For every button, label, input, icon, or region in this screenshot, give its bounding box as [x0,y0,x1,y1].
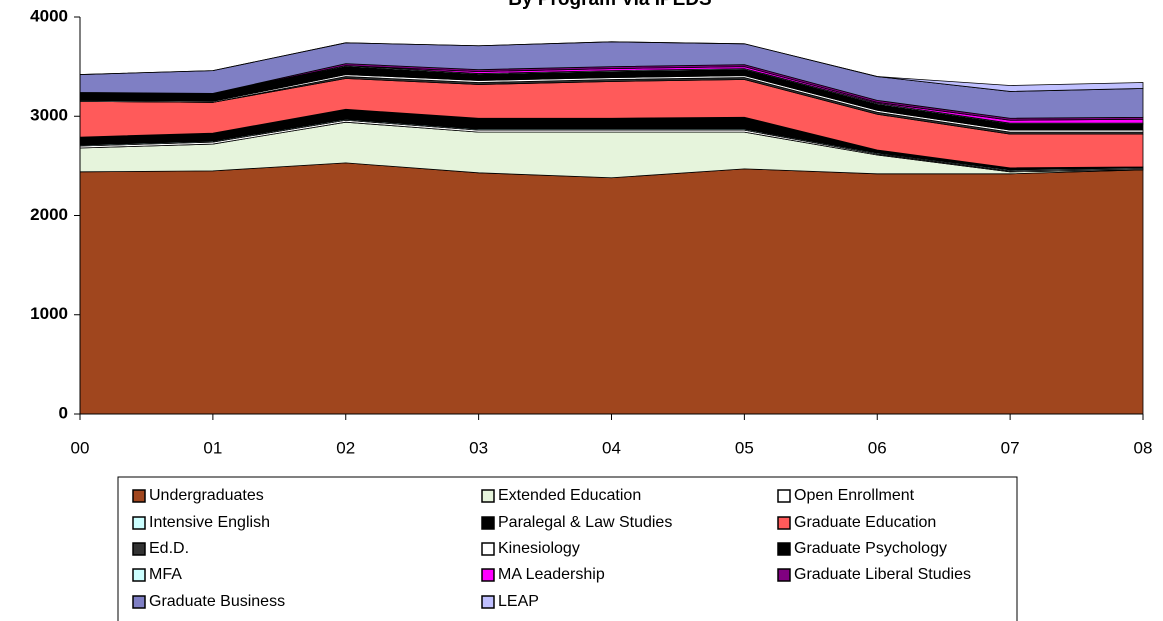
chart-title: By Program Via IPEDS [508,0,711,10]
legend-swatch [481,542,495,556]
area [79,162,1144,415]
legend-swatch [777,542,791,556]
area [79,41,1144,92]
x-tick-label: 00 [71,438,90,457]
legend-label: Undergraduates [149,487,264,504]
legend-swatch [777,489,791,503]
legend-swatch [481,568,495,582]
x-tick-label: 06 [868,438,887,457]
legend-label: Intensive English [149,514,270,531]
y-tick-label: 2000 [30,205,68,224]
legend-swatch [481,489,495,503]
y-tick-label: 1000 [30,304,68,323]
legend-label: Extended Education [498,487,641,504]
legend-label: Graduate Business [149,593,285,610]
legend-swatch [777,568,791,582]
legend-swatch [481,516,495,530]
legend-label: LEAP [498,593,539,610]
y-tick-label: 4000 [30,6,68,25]
legend-label: Paralegal & Law Studies [498,514,672,531]
y-tick-label: 0 [59,403,68,422]
x-tick-label: 05 [735,438,754,457]
legend-swatch [132,489,146,503]
legend-label: MFA [149,566,182,583]
legend-swatch [132,595,146,609]
legend-swatch [132,568,146,582]
legend-label: Graduate Liberal Studies [794,566,971,583]
legend-box [117,476,1018,621]
x-tick-label: 02 [336,438,355,457]
legend-swatch [132,516,146,530]
legend-swatch [777,516,791,530]
legend-swatch [132,542,146,556]
legend-label: Kinesiology [498,540,580,557]
x-tick-label: 07 [1001,438,1020,457]
legend-label: Graduate Education [794,514,936,531]
x-tick-label: 04 [602,438,621,457]
legend-label: Graduate Psychology [794,540,947,557]
x-tick-label: 03 [469,438,488,457]
y-tick-label: 3000 [30,106,68,125]
legend-swatch [481,595,495,609]
legend-label: Ed.D. [149,540,189,557]
x-tick-label: 01 [203,438,222,457]
legend-label: MA Leadership [498,566,605,583]
x-tick-label: 08 [1134,438,1153,457]
legend-label: Open Enrollment [794,487,915,504]
